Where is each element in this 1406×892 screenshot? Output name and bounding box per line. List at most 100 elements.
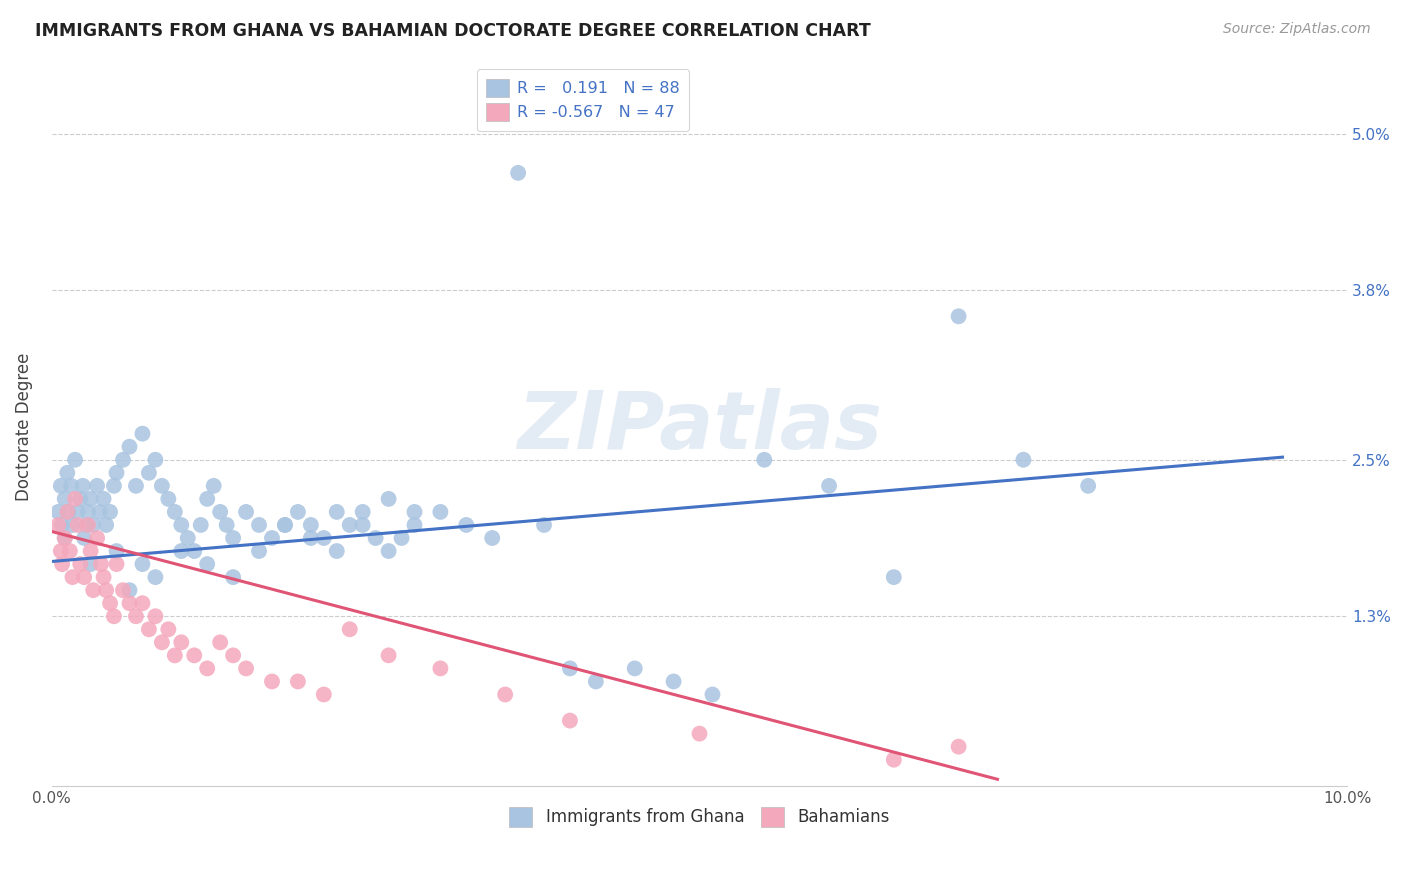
Point <box>49 544 72 558</box>
Point <box>118 583 141 598</box>
Point <box>73 570 96 584</box>
Point <box>274 518 297 533</box>
Point <box>77 505 100 519</box>
Point <box>111 452 134 467</box>
Point <box>53 531 76 545</box>
Point <box>247 518 270 533</box>
Point <box>494 688 516 702</box>
Point <box>103 479 125 493</box>
Point <box>274 518 297 533</box>
Point <box>69 491 91 506</box>
Point <box>456 518 478 533</box>
Point <box>51 518 73 533</box>
Point <box>157 622 180 636</box>
Y-axis label: Doctorate Degree: Doctorate Degree <box>15 353 32 501</box>
Point <box>63 491 86 506</box>
Point <box>105 544 128 558</box>
Point <box>404 518 426 533</box>
Point <box>195 491 218 506</box>
Point <box>56 466 79 480</box>
Point <box>62 570 84 584</box>
Point <box>131 557 153 571</box>
Point <box>79 491 101 506</box>
Point <box>77 518 100 533</box>
Point <box>170 635 193 649</box>
Text: Source: ZipAtlas.com: Source: ZipAtlas.com <box>1223 22 1371 37</box>
Point <box>339 622 361 636</box>
Point <box>98 505 121 519</box>
Point <box>63 452 86 467</box>
Text: IMMIGRANTS FROM GHANA VS BAHAMIAN DOCTORATE DEGREE CORRELATION CHART: IMMIGRANTS FROM GHANA VS BAHAMIAN DOCTOR… <box>35 22 870 40</box>
Point <box>299 531 322 545</box>
Point <box>429 505 451 519</box>
Point <box>948 739 970 754</box>
Point <box>125 609 148 624</box>
Point <box>508 166 530 180</box>
Point <box>948 310 970 324</box>
Point <box>138 622 160 636</box>
Point <box>118 440 141 454</box>
Point <box>58 505 80 519</box>
Point <box>287 505 309 519</box>
Point <box>1012 452 1035 467</box>
Point <box>326 505 349 519</box>
Point <box>183 648 205 663</box>
Point <box>105 557 128 571</box>
Point <box>86 531 108 545</box>
Point <box>79 544 101 558</box>
Point <box>195 661 218 675</box>
Point <box>364 531 387 545</box>
Point <box>662 674 685 689</box>
Point <box>131 426 153 441</box>
Point <box>202 479 225 493</box>
Point <box>235 505 257 519</box>
Point <box>1077 479 1099 493</box>
Point <box>312 531 335 545</box>
Point <box>352 518 374 533</box>
Point <box>558 714 581 728</box>
Legend: Immigrants from Ghana, Bahamians: Immigrants from Ghana, Bahamians <box>501 799 898 835</box>
Point <box>93 491 115 506</box>
Text: ZIPatlas: ZIPatlas <box>517 388 882 467</box>
Point <box>66 505 89 519</box>
Point <box>702 688 724 702</box>
Point <box>56 505 79 519</box>
Point <box>623 661 645 675</box>
Point <box>145 609 167 624</box>
Point <box>585 674 607 689</box>
Point <box>79 557 101 571</box>
Point <box>260 531 283 545</box>
Point <box>82 583 104 598</box>
Point <box>222 648 245 663</box>
Point <box>46 505 69 519</box>
Point <box>190 518 212 533</box>
Point <box>818 479 841 493</box>
Point <box>247 544 270 558</box>
Point <box>105 466 128 480</box>
Point <box>312 688 335 702</box>
Point <box>125 479 148 493</box>
Point <box>111 583 134 598</box>
Point <box>339 518 361 533</box>
Point <box>377 544 399 558</box>
Point <box>157 491 180 506</box>
Point <box>377 648 399 663</box>
Point <box>170 518 193 533</box>
Point <box>150 635 173 649</box>
Point <box>754 452 776 467</box>
Point <box>163 505 186 519</box>
Point <box>76 518 98 533</box>
Point <box>98 596 121 610</box>
Point <box>145 452 167 467</box>
Point <box>533 518 555 533</box>
Point <box>60 479 83 493</box>
Point <box>82 518 104 533</box>
Point <box>215 518 238 533</box>
Point <box>86 479 108 493</box>
Point <box>170 544 193 558</box>
Point <box>377 491 399 506</box>
Point <box>89 505 111 519</box>
Point <box>53 531 76 545</box>
Point <box>883 753 905 767</box>
Point <box>51 557 73 571</box>
